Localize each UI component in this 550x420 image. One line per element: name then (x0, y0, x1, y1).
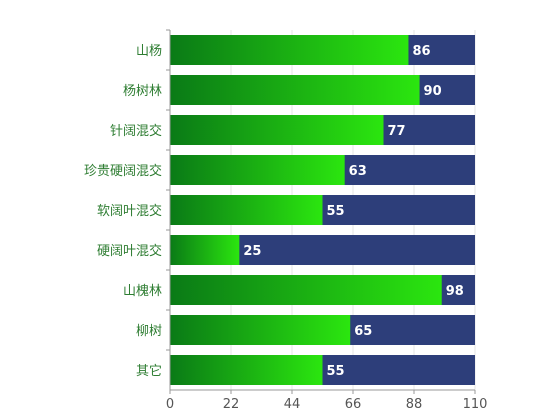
category-label: 山杨 (136, 44, 162, 59)
bar (170, 155, 345, 185)
category-label: 珍贵硬阔混交 (84, 163, 162, 179)
x-tick-label: 22 (223, 397, 240, 412)
value-labels: 86 90 77 63 55 25 98 65 55 (243, 44, 464, 379)
category-label: 柳树 (136, 324, 162, 339)
x-tick-label: 88 (406, 397, 423, 412)
x-tick-label: 110 (463, 397, 488, 412)
bar (170, 235, 240, 265)
x-tick-label: 44 (284, 397, 301, 412)
data-label: 55 (327, 204, 345, 219)
x-tick-label: 0 (166, 397, 174, 412)
bar (170, 35, 409, 65)
bar (170, 355, 323, 385)
axes (166, 29, 476, 394)
bar (170, 275, 442, 305)
data-label: 98 (446, 284, 464, 299)
category-label: 山槐林 (123, 283, 162, 299)
data-label: 25 (243, 244, 261, 259)
category-label: 软阔叶混交 (97, 203, 162, 219)
data-label: 65 (354, 324, 372, 339)
data-label: 63 (349, 164, 367, 179)
category-label: 其它 (136, 363, 162, 379)
data-label: 90 (424, 84, 442, 99)
bar (170, 75, 420, 105)
bar (170, 115, 384, 145)
data-label: 77 (388, 124, 406, 139)
category-label: 硬阔叶混交 (97, 243, 162, 259)
bar (170, 315, 351, 345)
category-label: 针阔混交 (110, 123, 162, 139)
data-label: 55 (327, 364, 345, 379)
bar (170, 195, 323, 225)
data-label: 86 (412, 44, 430, 59)
category-label: 杨树林 (123, 84, 162, 99)
x-tick-label: 66 (345, 397, 362, 412)
x-tick-labels: 0 22 44 66 88 110 (166, 397, 488, 412)
value-bars (170, 35, 442, 385)
